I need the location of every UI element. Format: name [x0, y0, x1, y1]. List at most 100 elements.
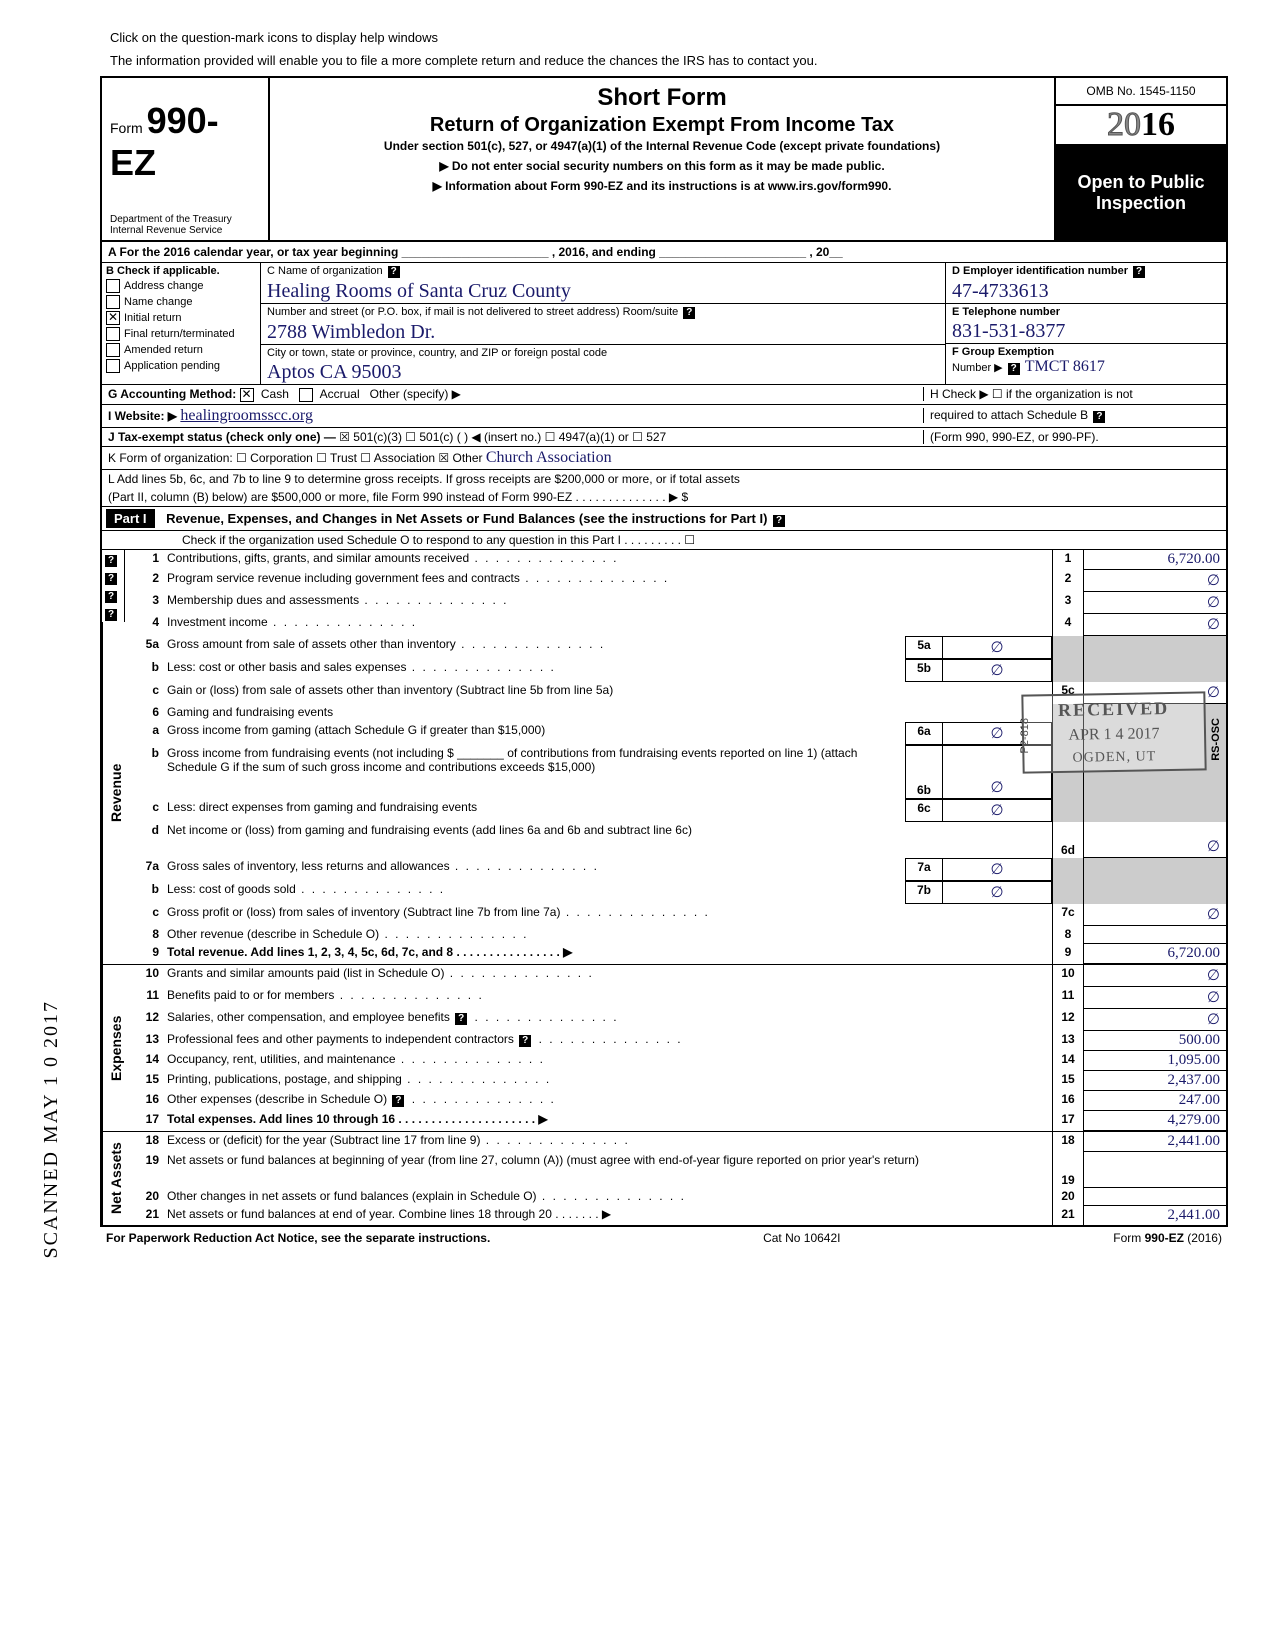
h-label: H Check ▶ ☐ if the organization is not: [930, 387, 1133, 401]
line-5a-text: Gross amount from sale of assets other t…: [163, 636, 905, 659]
help-text-2: The information provided will enable you…: [110, 53, 1228, 68]
chk-initial-return[interactable]: ✕: [106, 311, 120, 325]
form-frame: Form 990-EZ Department of the Treasury I…: [100, 76, 1228, 1227]
form-number: Form 990-EZ: [110, 100, 260, 184]
org-addr-value: 2788 Wimbledon Dr.: [267, 321, 435, 343]
line-13-text: Professional fees and other payments to …: [163, 1031, 1052, 1051]
line-18-text: Excess or (deficit) for the year (Subtra…: [163, 1132, 1052, 1152]
footer-right: Form 990-EZ (2016): [1113, 1231, 1222, 1245]
side-label-expenses: Expenses: [102, 965, 129, 1131]
open-public: Open to Public Inspection: [1056, 146, 1226, 240]
help-icon[interactable]: ?: [1133, 266, 1145, 278]
line-14-text: Occupancy, rent, utilities, and maintena…: [163, 1051, 1052, 1071]
line-7c-text: Gross profit or (loss) from sales of inv…: [163, 904, 1052, 926]
line-6b-text: Gross income from fundraising events (no…: [163, 745, 905, 799]
chk-pending[interactable]: [106, 359, 120, 373]
line-12-text: Salaries, other compensation, and employ…: [163, 1009, 1052, 1031]
help-icon[interactable]: ?: [105, 555, 117, 567]
received-stamp: RECEIVED APR 1 4 2017 OGDEN, UT: [1021, 691, 1206, 773]
arrow-line-2: ▶ Information about Form 990-EZ and its …: [280, 179, 1044, 193]
line-17-text: Total expenses. Add lines 10 through 16 …: [163, 1111, 1052, 1131]
line-20-text: Other changes in net assets or fund bala…: [163, 1188, 1052, 1206]
line-11-text: Benefits paid to or for members: [163, 987, 1052, 1009]
c-city-label: City or town, state or province, country…: [267, 347, 607, 359]
chk-amended[interactable]: [106, 343, 120, 357]
help-icon[interactable]: ?: [683, 307, 695, 319]
line-9-text: Total revenue. Add lines 1, 2, 3, 4, 5c,…: [163, 944, 1052, 964]
line-21-text: Net assets or fund balances at end of ye…: [163, 1206, 1052, 1225]
line-10-text: Grants and similar amounts paid (list in…: [163, 965, 1052, 987]
arrow-line-1: ▶ Do not enter social security numbers o…: [280, 159, 1044, 173]
col-b-checkboxes: B Check if applicable. Address change Na…: [102, 263, 261, 384]
help-icon[interactable]: ?: [773, 515, 785, 527]
line-6c-text: Less: direct expenses from gaming and fu…: [163, 799, 905, 822]
l-label: L Add lines 5b, 6c, and 7b to line 9 to …: [108, 472, 740, 486]
footer-mid: Cat No 10642I: [763, 1231, 840, 1245]
line-19-text: Net assets or fund balances at beginning…: [163, 1152, 1052, 1188]
line-5b-text: Less: cost or other basis and sales expe…: [163, 659, 905, 682]
help-icon[interactable]: ?: [455, 1013, 467, 1025]
line-2-text: Program service revenue including govern…: [163, 570, 1052, 592]
h-label2: required to attach Schedule B: [930, 408, 1088, 422]
chk-cash[interactable]: ✕: [240, 388, 254, 402]
row-a-calendar-year: A For the 2016 calendar year, or tax yea…: [102, 242, 1226, 263]
line-7a-text: Gross sales of inventory, less returns a…: [163, 858, 905, 881]
website-value: healingroomsscc.org: [180, 407, 313, 424]
line-15-text: Printing, publications, postage, and shi…: [163, 1071, 1052, 1091]
line-1-text: Contributions, gifts, grants, and simila…: [163, 550, 1052, 570]
help-icon[interactable]: ?: [1008, 363, 1020, 375]
tax-year: 2016: [1056, 106, 1226, 146]
group-number-value: TMCT 8617: [1025, 358, 1105, 375]
line-5c-text: Gain or (loss) from sale of assets other…: [163, 682, 1052, 704]
k-label: K Form of organization: ☐ Corporation ☐ …: [108, 451, 483, 465]
dept-text: Department of the Treasury Internal Reve…: [110, 214, 260, 236]
help-icon[interactable]: ?: [105, 609, 117, 621]
org-city-value: Aptos CA 95003: [267, 361, 401, 383]
line-3-text: Membership dues and assessments: [163, 592, 1052, 614]
part-1-title: Revenue, Expenses, and Changes in Net As…: [166, 511, 767, 526]
help-icon[interactable]: ?: [105, 573, 117, 585]
k-value: Church Association: [486, 449, 612, 467]
line-16-text: Other expenses (describe in Schedule O) …: [163, 1091, 1052, 1111]
chk-name-change[interactable]: [106, 295, 120, 309]
line-6d-text: Net income or (loss) from gaming and fun…: [163, 822, 1052, 858]
line-6-text: Gaming and fundraising events: [163, 704, 1052, 722]
help-icon[interactable]: ?: [105, 591, 117, 603]
title-return: Return of Organization Exempt From Incom…: [280, 114, 1044, 137]
e-phone-label: E Telephone number: [952, 306, 1060, 318]
side-label-revenue: Revenue: [102, 622, 129, 964]
part-1-header: Part I: [106, 509, 155, 528]
help-icon[interactable]: ?: [392, 1095, 404, 1107]
line-9-value: 6,720.00: [1168, 945, 1221, 961]
ein-value: 47-4733613: [952, 280, 1049, 302]
phone-value: 831-531-8377: [952, 320, 1065, 342]
part-1-check: Check if the organization used Schedule …: [182, 533, 695, 547]
side-label-net-assets: Net Assets: [102, 1132, 129, 1225]
help-icon[interactable]: ?: [388, 266, 400, 278]
org-name-value: Healing Rooms of Santa Cruz County: [267, 280, 571, 302]
l-label2: (Part II, column (B) below) are $500,000…: [108, 490, 688, 504]
subtitle: Under section 501(c), 527, or 4947(a)(1)…: [280, 139, 1044, 153]
c-addr-label: Number and street (or P.O. box, if mail …: [267, 306, 678, 318]
chk-address-change[interactable]: [106, 279, 120, 293]
j-options: ☒ 501(c)(3) ☐ 501(c) ( ) ◀ (insert no.) …: [339, 430, 666, 444]
line-8-text: Other revenue (describe in Schedule O): [163, 926, 1052, 944]
help-icon[interactable]: ?: [1093, 411, 1105, 423]
line-1-value: 6,720.00: [1168, 551, 1221, 567]
line-7b-text: Less: cost of goods sold: [163, 881, 905, 904]
chk-accrual[interactable]: [299, 388, 313, 402]
c-name-label: C Name of organization: [267, 265, 383, 277]
f-group-label: F Group Exemption: [952, 346, 1054, 358]
scanned-stamp: SCANNED MAY 1 0 2017: [40, 1000, 63, 1259]
chk-final-return[interactable]: [106, 327, 120, 341]
help-text-1: Click on the question-mark icons to disp…: [110, 30, 1228, 45]
omb-number: OMB No. 1545-1150: [1056, 78, 1226, 106]
help-icon[interactable]: ?: [519, 1035, 531, 1047]
h-label3: (Form 990, 990-EZ, or 990-PF).: [930, 430, 1099, 444]
stamp-code-2: RS-OSC: [1210, 718, 1222, 761]
footer-left: For Paperwork Reduction Act Notice, see …: [106, 1231, 490, 1245]
line-6a-text: Gross income from gaming (attach Schedul…: [163, 722, 905, 745]
line-4-text: Investment income: [163, 614, 1052, 636]
title-short-form: Short Form: [280, 84, 1044, 112]
d-ein-label: D Employer identification number: [952, 265, 1128, 277]
